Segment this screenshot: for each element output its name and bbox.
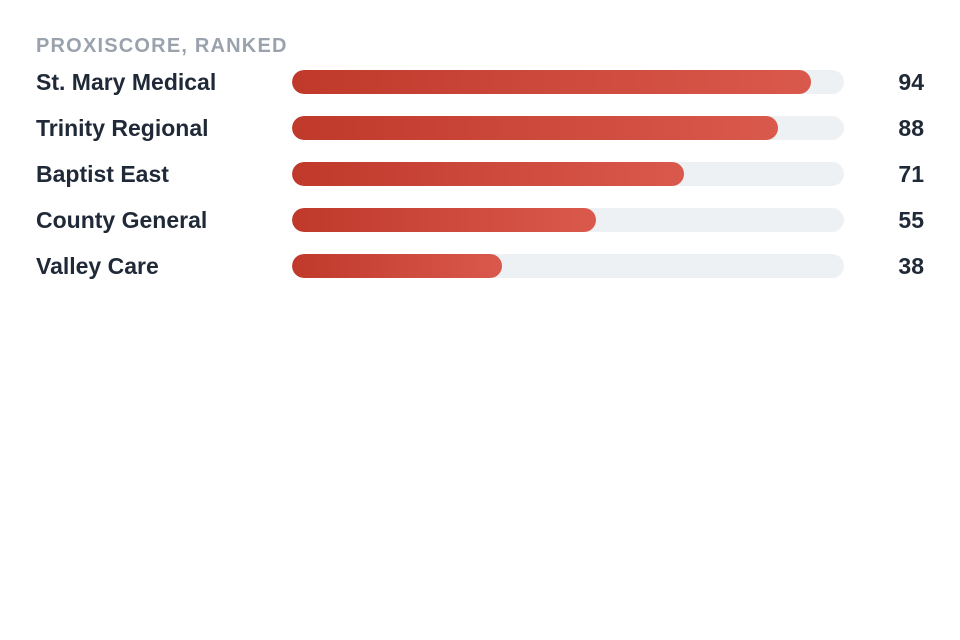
category-label: St. Mary Medical [36, 69, 217, 95]
bar-fill [292, 208, 596, 232]
bar-track [292, 116, 844, 140]
bar-row: St. Mary Medical 94 [36, 70, 924, 116]
bar-track [292, 162, 844, 186]
bar-fill [292, 70, 811, 94]
bar-track [292, 208, 844, 232]
bar-row: County General 55 [36, 208, 924, 254]
bar-rows: St. Mary Medical 94 Trinity Regional 88 Bapt… [36, 70, 924, 300]
bar-row: Baptist East 71 [36, 162, 924, 208]
bar-row: Valley Care 38 [36, 254, 924, 300]
value-label: 94 [898, 69, 924, 95]
value-label: 71 [898, 161, 924, 187]
category-label: Baptist East [36, 161, 169, 187]
bar-track [292, 254, 844, 278]
value-label: 38 [898, 253, 924, 279]
bar-fill [292, 162, 684, 186]
bar-fill [292, 254, 502, 278]
bar-track [292, 70, 844, 94]
category-label: County General [36, 207, 208, 233]
bar-fill [292, 116, 778, 140]
value-label: 55 [898, 207, 924, 233]
chart-title: PROXISCORE, RANKED [36, 35, 288, 57]
value-label: 88 [898, 115, 924, 141]
bar-row: Trinity Regional 88 [36, 116, 924, 162]
category-label: Trinity Regional [36, 115, 209, 141]
chart-container: PROXISCORE, RANKED St. Mary Medical 94 Tri… [36, 34, 924, 300]
category-label: Valley Care [36, 253, 159, 279]
